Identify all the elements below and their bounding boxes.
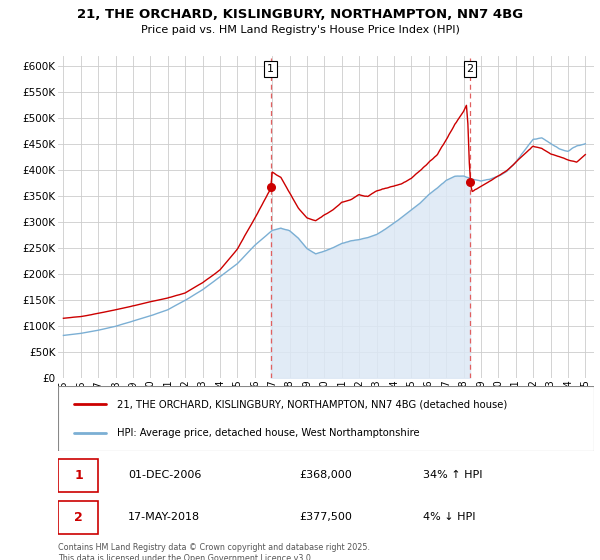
Text: 1: 1 [74,469,83,482]
Text: 21, THE ORCHARD, KISLINGBURY, NORTHAMPTON, NN7 4BG (detached house): 21, THE ORCHARD, KISLINGBURY, NORTHAMPTO… [117,399,508,409]
FancyBboxPatch shape [58,386,594,451]
Text: 2: 2 [466,64,473,74]
Text: Price paid vs. HM Land Registry's House Price Index (HPI): Price paid vs. HM Land Registry's House … [140,25,460,35]
FancyBboxPatch shape [58,501,98,534]
Text: 2: 2 [74,511,83,524]
Text: Contains HM Land Registry data © Crown copyright and database right 2025.
This d: Contains HM Land Registry data © Crown c… [58,543,370,560]
Text: £377,500: £377,500 [299,512,352,522]
FancyBboxPatch shape [58,459,98,492]
Text: 4% ↓ HPI: 4% ↓ HPI [422,512,475,522]
Text: HPI: Average price, detached house, West Northamptonshire: HPI: Average price, detached house, West… [117,428,420,438]
Text: 17-MAY-2018: 17-MAY-2018 [128,512,200,522]
Text: 01-DEC-2006: 01-DEC-2006 [128,470,201,480]
Text: 34% ↑ HPI: 34% ↑ HPI [422,470,482,480]
Text: £368,000: £368,000 [299,470,352,480]
Text: 21, THE ORCHARD, KISLINGBURY, NORTHAMPTON, NN7 4BG: 21, THE ORCHARD, KISLINGBURY, NORTHAMPTO… [77,8,523,21]
Text: 1: 1 [267,64,274,74]
